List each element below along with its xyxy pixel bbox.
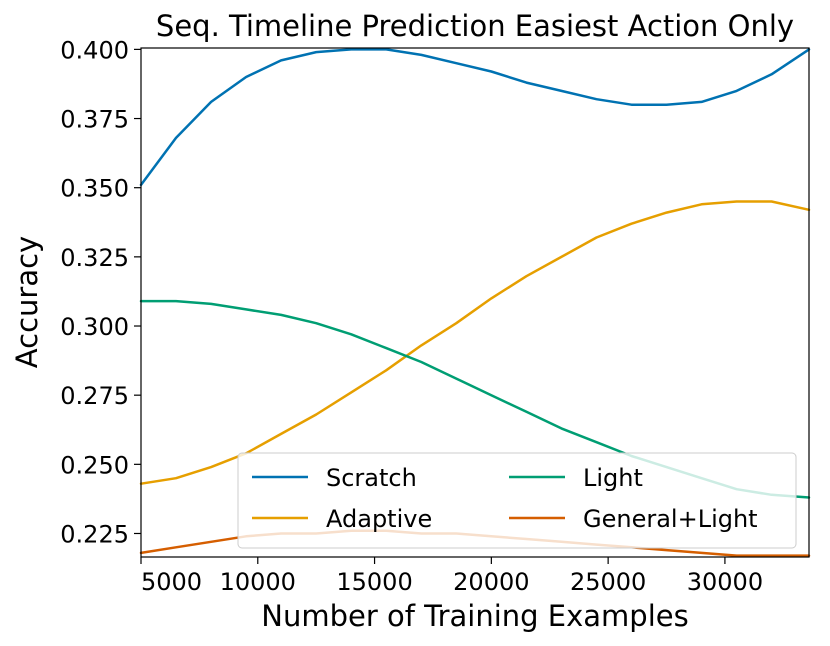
x-tick-label: 10000 — [220, 568, 296, 596]
legend-label-scratch: Scratch — [326, 464, 417, 492]
legend: Scratch Adaptive Light General+Light — [237, 452, 797, 549]
x-tick-label: 25000 — [570, 568, 646, 596]
y-tick-label: 0.275 — [60, 382, 129, 410]
y-tick-label: 0.375 — [60, 106, 129, 134]
x-tick-label: 5000 — [141, 568, 202, 596]
chart-title: Seq. Timeline Prediction Easiest Action … — [156, 9, 794, 43]
y-axis-title: Accuracy — [10, 236, 44, 368]
x-tick-label: 20000 — [453, 568, 529, 596]
y-tick-label: 0.325 — [60, 244, 129, 272]
y-tick-label: 0.250 — [60, 451, 129, 479]
legend-box — [237, 452, 797, 549]
plot-frame — [140, 47, 810, 558]
legend-label-adaptive: Adaptive — [326, 505, 432, 533]
legend-label-general-light: General+Light — [583, 505, 758, 533]
legend-label-light: Light — [583, 464, 643, 492]
y-tick-label: 0.400 — [60, 36, 129, 64]
series-line-adaptive — [139, 200, 811, 485]
series-line-scratch — [139, 48, 811, 187]
y-tick-label: 0.350 — [60, 175, 129, 203]
y-tick-label: 0.300 — [60, 313, 129, 341]
x-tick-label: 15000 — [336, 568, 412, 596]
y-tick-label: 0.225 — [60, 520, 129, 548]
x-axis-title: Number of Training Examples — [261, 599, 688, 633]
y-ticks: 0.225 0.250 0.275 0.300 0.325 0.350 0.375 0.400 — [60, 36, 141, 548]
x-tick-label: 30000 — [687, 568, 763, 596]
x-ticks: 5000 10000 15000 20000 25000 30000 — [140, 557, 763, 596]
